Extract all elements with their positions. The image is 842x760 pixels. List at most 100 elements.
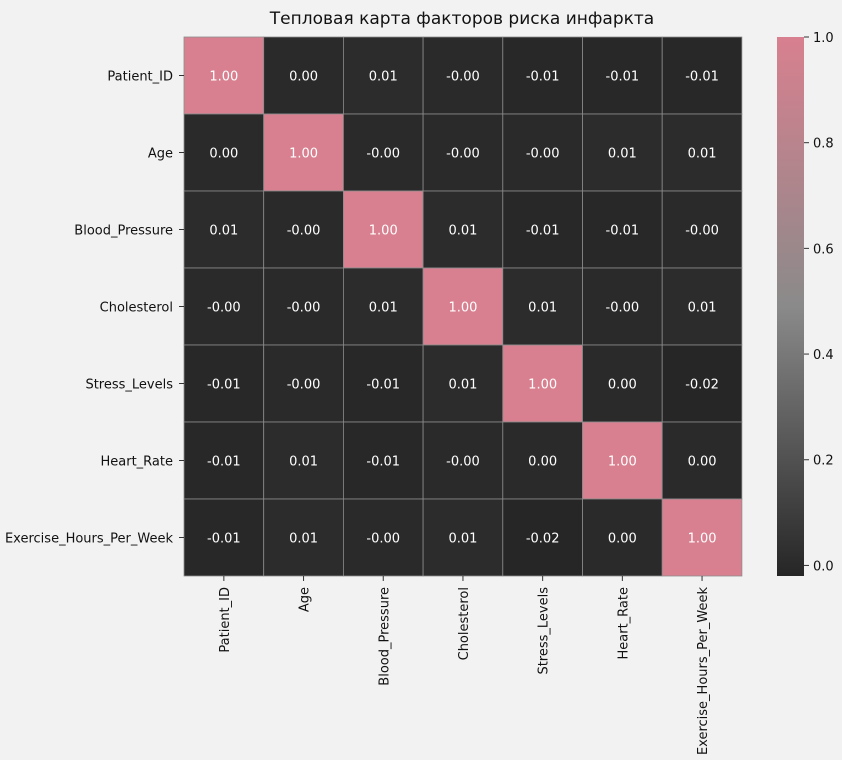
cell-value-label: -0.02 (526, 532, 560, 547)
cell-value-label: 1.00 (688, 532, 717, 547)
chart-title: Тепловая карта факторов риска инфаркта (269, 9, 654, 29)
cell-value-label: 1.00 (209, 70, 238, 85)
cell-value-label: 0.00 (608, 532, 637, 547)
heatmap-cell (183, 421, 265, 500)
x-axis-tick-labels: Patient_ID Age Blood_Pressure Cholesterol St… (218, 576, 711, 755)
cell-value-label: -0.01 (526, 70, 560, 85)
heatmap-cell (422, 190, 504, 269)
heatmap-cell (183, 267, 265, 346)
heatmap-cell (661, 267, 743, 346)
cell-value-label: -0.00 (287, 301, 321, 316)
cell-value-label: -0.00 (366, 147, 400, 162)
heatmap-cells: 1.00 0.00 0.01 -0.00 -0.01 -0.01 -0.01 0.00 1.00… (183, 36, 743, 577)
cell-value-label: 0.00 (528, 455, 557, 470)
y-tick-label: Heart_Rate (101, 455, 174, 470)
heatmap-cell (263, 421, 344, 500)
cell-value-label: 0.01 (448, 378, 477, 393)
y-tick-label: Stress_Levels (85, 378, 173, 393)
heatmap-cell (582, 190, 663, 269)
cell-value-label: 0.00 (209, 147, 238, 162)
cell-value-label: 1.00 (448, 301, 477, 316)
cell-value-label: -0.02 (685, 378, 719, 393)
x-tick-label: Patient_ID (218, 587, 233, 653)
cell-value-label: -0.00 (526, 147, 560, 162)
cell-value-label: -0.00 (606, 301, 640, 316)
heatmap-cell (263, 190, 344, 269)
colorbar-tick-label: 1.0 (813, 31, 834, 46)
heatmap-cell (582, 267, 663, 346)
heatmap-cell (661, 190, 743, 269)
heatmap-cell (502, 421, 583, 500)
cell-value-label: -0.00 (366, 532, 400, 547)
cell-value-label: 1.00 (369, 224, 398, 239)
cell-value-label: 0.00 (608, 378, 637, 393)
heatmap-cell (502, 113, 583, 192)
heatmap-cell (502, 190, 583, 269)
x-tick-label: Cholesterol (457, 587, 472, 660)
heatmap-cell (661, 113, 743, 192)
x-tick-label: Age (298, 587, 313, 612)
cell-value-label: -0.01 (526, 224, 560, 239)
cell-value-label: 0.01 (448, 532, 477, 547)
y-axis-tick-labels: Patient_ID Age Blood_Pressure Cholesterol St… (5, 70, 184, 547)
cell-value-label: 0.01 (448, 224, 477, 239)
x-tick-label: Heart_Rate (616, 587, 631, 660)
y-tick-label: Age (148, 147, 173, 162)
cell-value-label: 0.00 (289, 70, 318, 85)
heatmap-cell (582, 113, 663, 192)
y-tick-label: Cholesterol (100, 301, 173, 316)
heatmap-cell (342, 498, 424, 577)
cell-value-label: -0.00 (446, 147, 480, 162)
heatmap-cell (422, 36, 504, 115)
colorbar-tick-label: 0.4 (813, 348, 834, 363)
cell-value-label: -0.00 (446, 455, 480, 470)
heatmap-cell (183, 36, 265, 115)
colorbar-tick-label: 0.2 (813, 454, 834, 469)
cell-value-label: 0.01 (289, 532, 318, 547)
heatmap-cell (502, 498, 583, 577)
x-tick-label: Exercise_Hours_Per_Week (696, 587, 711, 755)
heatmap-cell (582, 36, 663, 115)
y-tick-label: Patient_ID (107, 70, 173, 85)
cell-value-label: 0.01 (369, 70, 398, 85)
cell-value-label: -0.00 (685, 224, 719, 239)
cell-value-label: 0.01 (369, 301, 398, 316)
heatmap-cell (263, 267, 344, 346)
colorbar: 0.0 0.2 0.4 0.6 0.8 1.0 (777, 31, 834, 576)
colorbar-tick-label: 0.6 (813, 242, 834, 257)
cell-value-label: -0.00 (207, 301, 241, 316)
y-tick-label: Exercise_Hours_Per_Week (5, 532, 173, 547)
heatmap-cell (342, 36, 424, 115)
heatmap-cell (661, 498, 743, 577)
heatmap-cell (183, 344, 265, 423)
cell-value-label: -0.00 (446, 70, 480, 85)
cell-value-label: -0.01 (207, 378, 241, 393)
heatmap-cell (342, 421, 424, 500)
colorbar-gradient (777, 37, 804, 576)
cell-value-label: -0.01 (606, 224, 640, 239)
heatmap-cell (582, 498, 663, 577)
heatmap-cell (661, 344, 743, 423)
heatmap-cell (422, 267, 504, 346)
cell-value-label: 0.00 (688, 455, 717, 470)
cell-value-label: 0.01 (528, 301, 557, 316)
cell-value-label: -0.01 (366, 378, 400, 393)
heatmap-cell (661, 421, 743, 500)
heatmap-cell (342, 190, 424, 269)
cell-value-label: 1.00 (528, 378, 557, 393)
cell-value-label: -0.00 (287, 224, 321, 239)
heatmap-cell (183, 190, 265, 269)
heatmap-cell (422, 498, 504, 577)
heatmap-cell (263, 36, 344, 115)
cell-value-label: 0.01 (608, 147, 637, 162)
colorbar-tick-label: 0.0 (813, 559, 834, 574)
heatmap-cell (342, 344, 424, 423)
cell-value-label: -0.01 (207, 532, 241, 547)
cell-value-label: 0.01 (688, 301, 717, 316)
cell-value-label: -0.01 (207, 455, 241, 470)
cell-value-label: 0.01 (688, 147, 717, 162)
cell-value-label: -0.01 (685, 70, 719, 85)
x-tick-label: Blood_Pressure (377, 587, 392, 686)
